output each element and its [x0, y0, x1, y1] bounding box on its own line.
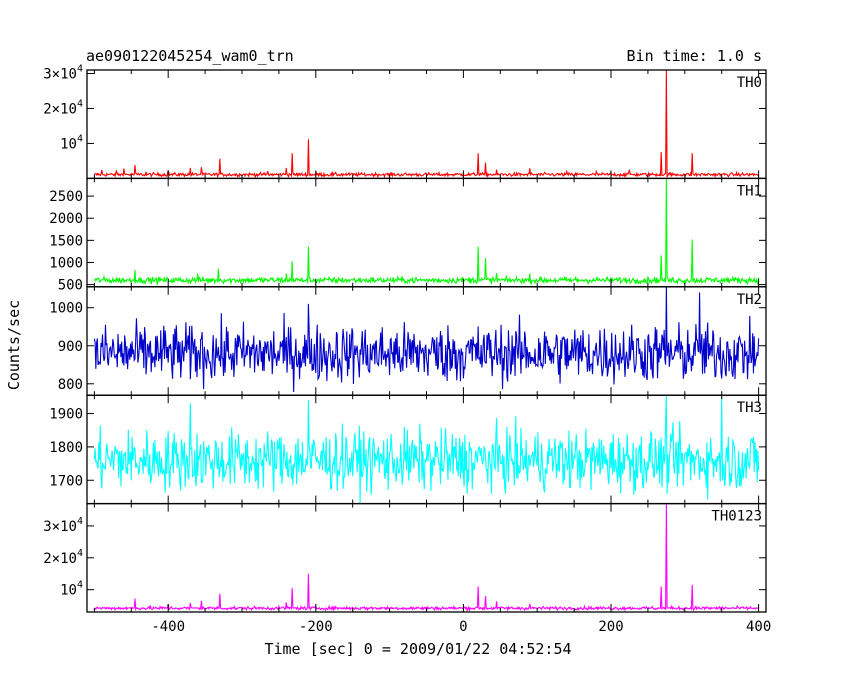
series-th2	[93, 286, 760, 392]
series-th0	[94, 69, 760, 179]
x-tick-label: 0	[459, 619, 467, 635]
y-tick-label: 3×104	[43, 516, 83, 535]
y-tick-label: 3×104	[43, 63, 83, 82]
y-tick-label: 800	[58, 377, 83, 393]
x-tick-label: -400	[151, 619, 185, 635]
panel-th3: TH3 1700 1800 1900	[49, 394, 767, 505]
y-axis-title: Counts/sec	[5, 300, 23, 390]
series-th1	[93, 178, 760, 287]
y-tick-label: 2×104	[43, 98, 83, 117]
object-name: ae090122045254_wam0_trn	[86, 47, 294, 65]
y-tick-label: 1500	[49, 233, 83, 249]
panel-th0123: TH0123 104 2×104 3×104	[43, 502, 767, 613]
y-tick-label: 1800	[49, 440, 83, 456]
x-tick-label: 400	[746, 619, 771, 635]
y-tick-label: 1900	[49, 407, 83, 423]
panel-frame	[86, 502, 767, 613]
bin-time: Bin time: 1.0 s	[627, 47, 762, 65]
panels: TH01042×1043×104TH15001000150020002500TH…	[43, 63, 771, 635]
y-tick-label: 500	[58, 278, 83, 294]
panel-label: TH1	[737, 183, 762, 199]
panel-label: TH2	[737, 292, 762, 308]
series-th3	[93, 395, 760, 504]
y-tick-label: 2000	[49, 211, 83, 227]
y-tick-label: 2500	[49, 189, 83, 205]
y-tick-label: 1700	[49, 473, 83, 489]
panel-th2: TH2 800 900 1000	[49, 286, 767, 396]
x-tick-label: 200	[598, 619, 623, 635]
panel-frame	[86, 177, 767, 288]
y-tick-label: 1000	[49, 301, 83, 317]
panel-label: TH0	[737, 75, 762, 91]
series-th0123	[94, 503, 760, 613]
panel-th1: TH1 500 1000 1500 2000 2500	[49, 177, 767, 294]
y-tick-label: 104	[60, 580, 83, 599]
y-tick-label: 104	[60, 133, 83, 152]
y-tick-label: 900	[58, 339, 83, 355]
y-tick-label: 2×104	[43, 548, 83, 567]
y-tick-label: 1000	[49, 255, 83, 271]
x-tick-label: -200	[299, 619, 333, 635]
panel-label: TH0123	[711, 509, 762, 525]
panel-label: TH3	[737, 400, 762, 416]
panel-frame	[86, 69, 767, 180]
panel-th0: TH0 104 2×104 3×104	[43, 63, 767, 180]
x-axis-title: Time [sec] 0 = 2009/01/22 04:52:54	[264, 640, 571, 658]
